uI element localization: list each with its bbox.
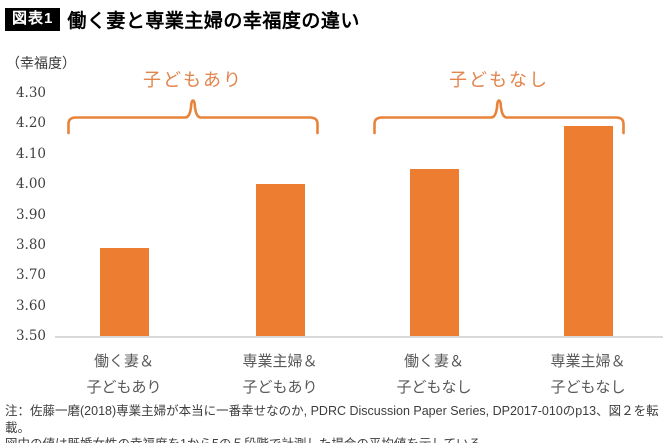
category-label-3: 専業主婦＆ 子どもなし — [550, 352, 626, 396]
y-tick-label: 3.90 — [15, 206, 46, 223]
footnote: 注：佐藤一磨(2018)専業主婦が本当に一番幸せなのか, PDRC Discus… — [5, 403, 667, 443]
figure-number-badge: 図表1 — [5, 7, 61, 31]
y-tick-label: 4.30 — [15, 85, 46, 101]
category-label-2: 働く妻＆ 子どもなし — [396, 352, 472, 396]
bar-3 — [563, 126, 613, 336]
y-tick-label: 3.70 — [15, 267, 46, 284]
footnote-line-1: 注：佐藤一磨(2018)専業主婦が本当に一番幸せなのか, PDRC Discus… — [5, 404, 659, 435]
page-title: 働く妻と専業主婦の幸福度の違い — [67, 10, 360, 32]
x-axis-baseline — [55, 336, 663, 338]
bar-1 — [255, 184, 305, 336]
y-tick-label: 3.60 — [15, 297, 46, 314]
y-axis-unit-label: （幸福度） — [6, 56, 76, 72]
group-bracket-with-children — [67, 97, 319, 135]
chart-header: 図表1 働く妻と専業主婦の幸福度の違い — [5, 6, 360, 32]
y-tick-label: 4.10 — [15, 145, 46, 162]
y-tick-label: 3.80 — [15, 236, 46, 253]
y-tick-label: 3.50 — [15, 328, 46, 344]
group-label-with-children: 子どもあり — [143, 70, 243, 91]
category-label-0: 働く妻＆ 子どもあり — [86, 352, 162, 396]
category-label-1: 専業主婦＆ 子どもあり — [242, 352, 318, 396]
bar-0 — [99, 247, 149, 336]
y-tick-label: 4.20 — [15, 115, 46, 132]
group-label-no-children: 子どもなし — [449, 70, 549, 91]
group-bracket-no-children — [373, 97, 625, 135]
y-tick-label: 4.00 — [15, 176, 46, 193]
footnote-line-2: 図中の値は既婚女性の幸福度を1から5の５段階で計測した場合の平均値を示している。 — [5, 436, 667, 443]
bar-2 — [409, 168, 459, 336]
